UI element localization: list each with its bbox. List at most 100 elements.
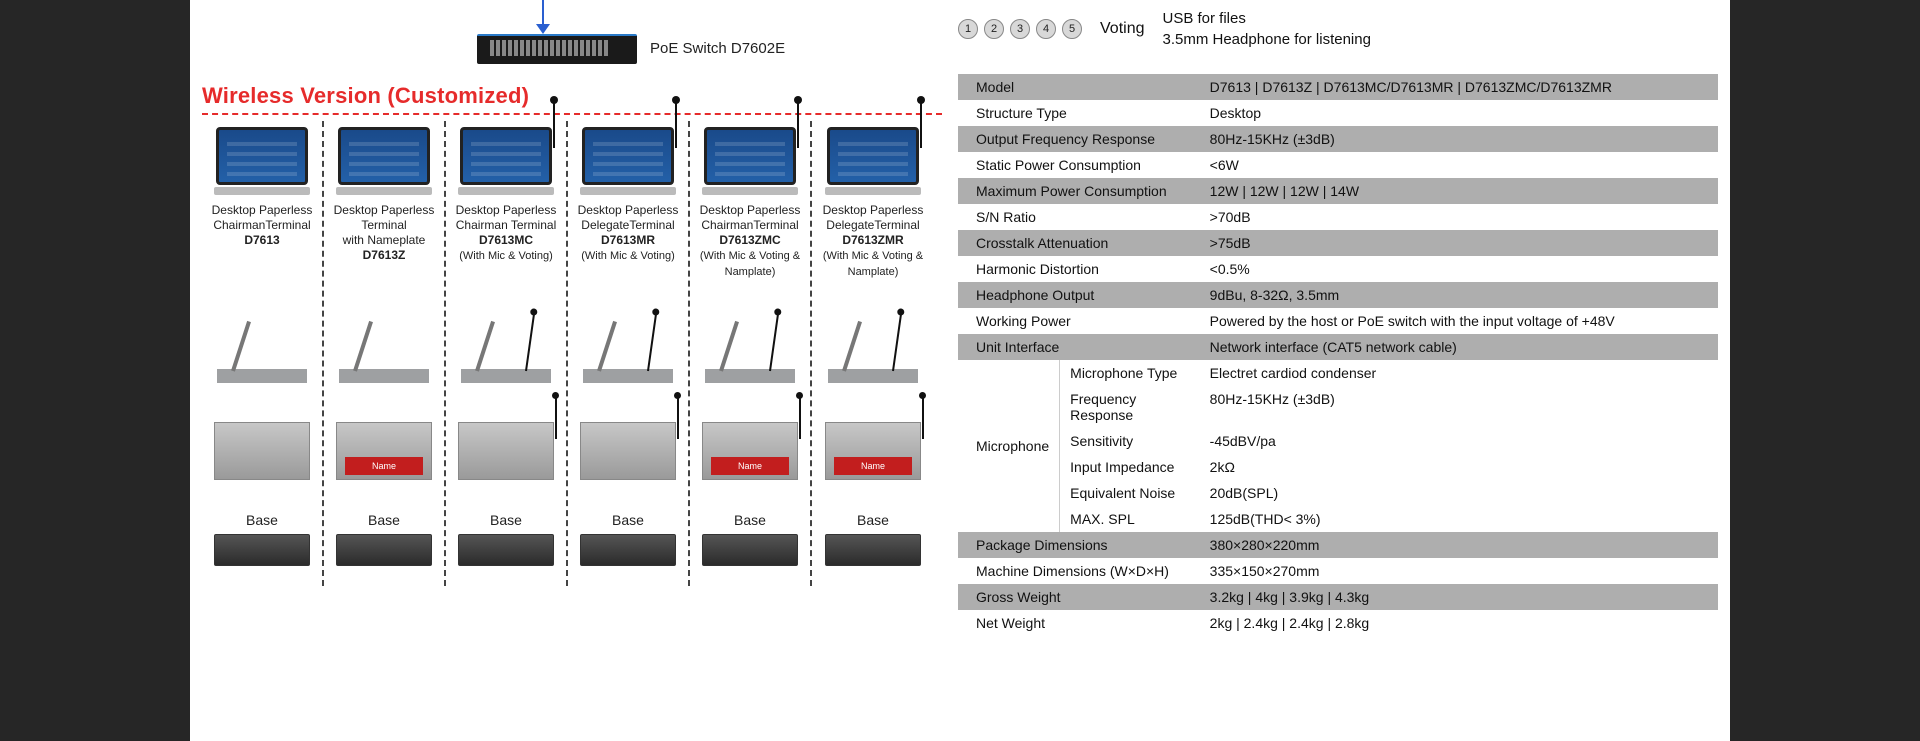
spec-label: Structure Type: [958, 100, 1200, 126]
base-unit-icon: [214, 534, 310, 566]
tablet-icon: [827, 127, 919, 185]
tablet-icon: [460, 127, 552, 185]
poe-switch-label: PoE Switch D7602E: [650, 40, 785, 57]
base-label: Base: [368, 512, 400, 528]
spec-sublabel: Sensitivity: [1060, 428, 1200, 454]
spec-value: <0.5%: [1200, 256, 1718, 282]
spec-value: Electret cardiod condenser: [1200, 360, 1718, 386]
product-base-view: Base: [202, 491, 322, 586]
spec-value: >75dB: [1200, 230, 1718, 256]
spec-value: >70dB: [1200, 204, 1718, 230]
spec-value: 20dB(SPL): [1200, 480, 1718, 506]
mic-icon: [555, 397, 557, 439]
mic-icon: [797, 102, 799, 148]
spec-value: 3.2kg | 4kg | 3.9kg | 4.3kg: [1200, 584, 1718, 610]
product-base-view: Base: [812, 491, 934, 586]
vote-dot-1: 1: [958, 19, 978, 39]
spec-row: Equivalent Noise20dB(SPL): [958, 480, 1718, 506]
sideview-icon: [461, 319, 551, 383]
spec-row: Headphone Output9dBu, 8-32Ω, 3.5mm: [958, 282, 1718, 308]
product-base-view: Base: [324, 491, 444, 586]
spec-row: Crosstalk Attenuation>75dB: [958, 230, 1718, 256]
product-rear-view: [446, 411, 566, 491]
product-caption: Desktop PaperlessDelegateTerminalD7613MR…: [568, 201, 688, 291]
voting-buttons: 1 2 3 4 5: [958, 19, 1082, 39]
product-base-view: Base: [690, 491, 810, 586]
mic-icon: [677, 397, 679, 439]
base-label: Base: [246, 512, 278, 528]
spec-row-mic-group: MicrophoneMicrophone TypeElectret cardio…: [958, 360, 1718, 386]
product-rear-view: [568, 411, 688, 491]
spec-row: Input Impedance2kΩ: [958, 454, 1718, 480]
spec-row: Package Dimensions380×280×220mm: [958, 532, 1718, 558]
spec-value: 12W | 12W | 12W | 14W: [1200, 178, 1718, 204]
spec-label: Static Power Consumption: [958, 152, 1200, 178]
product-side-view: [568, 291, 688, 411]
rearview-icon: [458, 422, 554, 480]
product-base-view: Base: [568, 491, 688, 586]
spec-label: Harmonic Distortion: [958, 256, 1200, 282]
rearview-icon: Name: [825, 422, 921, 480]
spec-row: Unit InterfaceNetwork interface (CAT5 ne…: [958, 334, 1718, 360]
product-side-view: [812, 291, 934, 411]
product-rear-view: [202, 411, 322, 491]
spec-label: Crosstalk Attenuation: [958, 230, 1200, 256]
poe-switch-row: PoE Switch D7602E: [202, 0, 942, 75]
spec-label: Package Dimensions: [958, 532, 1200, 558]
base-unit-icon: [580, 534, 676, 566]
spec-sublabel: Frequency Response: [1060, 386, 1200, 428]
spec-label: Maximum Power Consumption: [958, 178, 1200, 204]
product-side-view: [690, 291, 810, 411]
base-unit-icon: [336, 534, 432, 566]
product-caption: Desktop PaperlessChairmanTerminalD7613ZM…: [690, 201, 810, 291]
caption-text: Desktop PaperlessTerminalwith NameplateD…: [334, 203, 435, 263]
feature-line-2: 3.5mm Headphone for listening: [1162, 29, 1370, 50]
vote-dot-5: 5: [1062, 19, 1082, 39]
caption-text: Desktop PaperlessDelegateTerminalD7613MR…: [578, 203, 679, 264]
spec-value: Powered by the host or PoE switch with t…: [1200, 308, 1718, 334]
spec-label: Machine Dimensions (W×D×H): [958, 558, 1200, 584]
spec-label: Net Weight: [958, 610, 1200, 636]
vote-dot-3: 3: [1010, 19, 1030, 39]
spec-value: 2kΩ: [1200, 454, 1718, 480]
product-side-view: [446, 291, 566, 411]
spec-row: Gross Weight3.2kg | 4kg | 3.9kg | 4.3kg: [958, 584, 1718, 610]
tablet-icon: [338, 127, 430, 185]
sideview-icon: [828, 319, 918, 383]
spec-value: -45dBV/pa: [1200, 428, 1718, 454]
sideview-icon: [217, 319, 307, 383]
spec-row: Maximum Power Consumption12W | 12W | 12W…: [958, 178, 1718, 204]
spec-value: D7613 | D7613Z | D7613MC/D7613MR | D7613…: [1200, 74, 1718, 100]
spec-label: Output Frequency Response: [958, 126, 1200, 152]
product-front-view: [812, 121, 934, 201]
spec-value: 380×280×220mm: [1200, 532, 1718, 558]
spec-sublabel: Equivalent Noise: [1060, 480, 1200, 506]
spec-row: MAX. SPL125dB(THD< 3%): [958, 506, 1718, 532]
caption-text: Desktop PaperlessChairmanTerminalD7613: [212, 203, 313, 248]
spec-table: ModelD7613 | D7613Z | D7613MC/D7613MR | …: [958, 74, 1718, 636]
sideview-icon: [705, 319, 795, 383]
spec-value: Network interface (CAT5 network cable): [1200, 334, 1718, 360]
product-front-view: [202, 121, 322, 201]
product-side-view: [324, 291, 444, 411]
spec-label: S/N Ratio: [958, 204, 1200, 230]
caption-text: Desktop PaperlessChairmanTerminalD7613ZM…: [690, 203, 810, 280]
spec-row: Sensitivity-45dBV/pa: [958, 428, 1718, 454]
product-rear-view: Name: [812, 411, 934, 491]
spec-row: Structure TypeDesktop: [958, 100, 1718, 126]
sideview-icon: [583, 319, 673, 383]
stand-icon: [825, 187, 921, 195]
product-front-view: [690, 121, 810, 201]
product-front-view: [446, 121, 566, 201]
spec-row: Harmonic Distortion<0.5%: [958, 256, 1718, 282]
stand-icon: [214, 187, 310, 195]
caption-text: Desktop PaperlessDelegateTerminalD7613ZM…: [812, 203, 934, 280]
mic-group-label: Microphone: [958, 360, 1060, 532]
spec-value: <6W: [1200, 152, 1718, 178]
product-spec-page: PoE Switch D7602E Wireless Version (Cust…: [190, 0, 1730, 741]
nameplate: Name: [834, 457, 912, 475]
mic-icon: [922, 397, 924, 439]
feature-line-1: USB for files: [1162, 8, 1370, 29]
rearview-icon: [580, 422, 676, 480]
spec-value: 125dB(THD< 3%): [1200, 506, 1718, 532]
